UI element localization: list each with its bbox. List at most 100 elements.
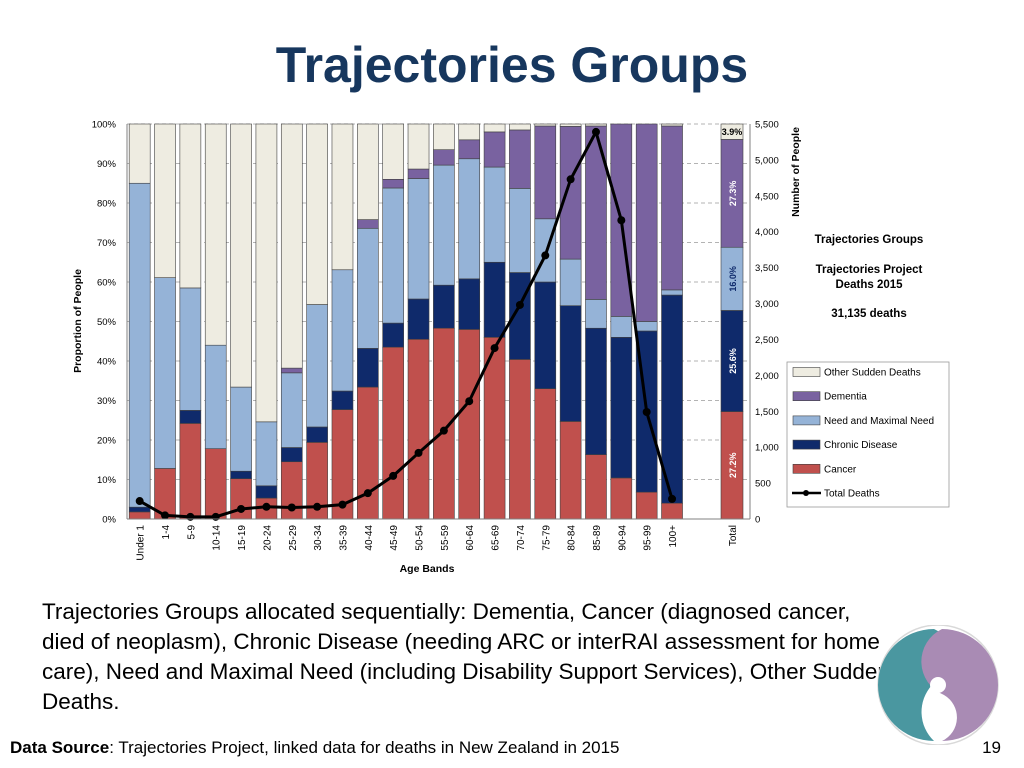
- bar-segment-need: [382, 187, 404, 324]
- bar-segment-need: [179, 287, 202, 411]
- bar-segment-other: [128, 123, 151, 184]
- x-tick-label: 75-79: [541, 525, 552, 551]
- x-tick-label: 95-99: [643, 525, 654, 551]
- bar-segment-chronic: [585, 327, 607, 455]
- stacked-bar-chart: 27.2% 25.6% 16.0% 27.3% 3.9% 0% 10% 20% 30% 40% 5…: [72, 120, 950, 575]
- bar-segment-need: [483, 166, 506, 263]
- x-tick-label: 50-54: [415, 525, 426, 551]
- bar-segment-chronic: [306, 426, 328, 443]
- total-deaths-point: [591, 127, 600, 136]
- bar-segment-chronic: [433, 284, 455, 329]
- bar-segment-cancer: [610, 477, 633, 520]
- bar-segment-other: [585, 123, 607, 127]
- y-right-tick-label: 3,000: [755, 299, 779, 310]
- x-tick-label: 60-64: [465, 525, 476, 551]
- legend-swatch-cancer: [792, 463, 821, 474]
- x-tick-label: 55-59: [440, 525, 451, 551]
- bar-segment-chronic: [357, 348, 379, 388]
- legend-box: [786, 361, 950, 508]
- bar-segment-need: [230, 386, 252, 472]
- x-tick-label: 10-14: [212, 525, 223, 551]
- bar-segment-chronic: [230, 470, 252, 480]
- y-left-tick-label: 70%: [97, 238, 117, 249]
- bar-segment-dementia: [357, 219, 379, 229]
- y-right-tick-label: 5,000: [755, 155, 779, 166]
- legend-swatch-need: [792, 415, 821, 426]
- bar-segment-cancer: [458, 329, 481, 520]
- bar-segment-cancer: [559, 421, 582, 520]
- bar-segment-need: [661, 289, 683, 296]
- ministry-logo: [877, 625, 999, 745]
- data-source-text: : Trajectories Project, linked data for …: [109, 738, 620, 757]
- bar-segment-other: [433, 123, 455, 150]
- total-deaths-point: [161, 511, 170, 520]
- x-tick-label: 90-94: [617, 525, 628, 551]
- total-deaths-line: [138, 127, 674, 519]
- total-bar-label: 25.6%: [728, 348, 738, 374]
- total-deaths-point: [186, 512, 195, 521]
- x-axis-title: Age Bands: [400, 563, 455, 575]
- legend-line-marker: [803, 490, 809, 496]
- x-tick-label: 20-24: [262, 525, 273, 551]
- y-left-tick-label: 10%: [97, 475, 117, 486]
- bar-segment-chronic: [382, 322, 404, 348]
- bar-segment-cancer: [407, 338, 430, 520]
- total-deaths-point: [338, 500, 347, 509]
- logo-purple-swirl: [921, 629, 998, 741]
- total-bar-label: 27.3%: [728, 181, 738, 207]
- legend-label: Chronic Disease: [824, 440, 898, 451]
- bar-segment-chronic: [179, 410, 202, 424]
- y-left-tick-label: 50%: [97, 317, 117, 328]
- total-deaths-point: [439, 426, 448, 435]
- bar-segment-other: [331, 123, 354, 271]
- total-deaths-point: [287, 503, 296, 512]
- bar-segment-chronic: [407, 298, 430, 340]
- y-left-tick-label: 60%: [97, 278, 117, 289]
- bar-segment-cancer: [534, 388, 557, 520]
- bar-segment-dementia: [407, 168, 430, 179]
- y-right-tick-label: 4,000: [755, 227, 779, 238]
- total-deaths-point: [211, 512, 220, 521]
- data-source: Data Source: Trajectories Project, linke…: [10, 738, 620, 758]
- bar-segment-other: [559, 123, 582, 127]
- bar-segment-chronic: [483, 261, 506, 338]
- bar-segment-need: [458, 158, 481, 280]
- bar-segment-chronic: [559, 305, 582, 422]
- y-left-tick-label: 100%: [92, 120, 117, 131]
- bar-segment-cancer: [635, 491, 658, 520]
- total-deaths-point: [566, 175, 575, 184]
- bar-segment-need: [154, 277, 176, 469]
- slide-title: Trajectories Groups: [275, 37, 749, 93]
- x-tick-label: Under 1: [136, 525, 147, 561]
- y-right-tick-label: 0: [755, 515, 760, 526]
- x-tick-label: Total: [728, 525, 739, 546]
- total-deaths-point: [465, 397, 474, 406]
- bar-segment-need: [128, 182, 151, 508]
- bar-segment-other: [280, 123, 303, 369]
- bar-segment-need: [255, 421, 278, 487]
- bar-segment-other: [179, 123, 202, 289]
- x-tick-label: 15-19: [237, 525, 248, 551]
- legend-swatch-dementia: [792, 391, 821, 402]
- bar-segment-chronic: [128, 506, 151, 513]
- y-right-tick-label: 1,000: [755, 443, 779, 454]
- bar-segment-cancer: [204, 448, 227, 520]
- bar-segment-dementia: [483, 131, 506, 168]
- y-right-axis-title: Number of People: [790, 127, 802, 217]
- legend-swatch-chronic: [792, 439, 821, 450]
- bar-segment-cancer: [509, 359, 531, 520]
- data-source-label: Data Source: [10, 738, 110, 757]
- bar-segment-cancer: [382, 346, 404, 520]
- total-deaths-point: [541, 251, 550, 260]
- total-bar-segment-other: [720, 123, 744, 140]
- y-left-tick-label: 20%: [97, 436, 117, 447]
- total-bar-label: 3.9%: [722, 127, 743, 137]
- total-deaths-point: [617, 216, 626, 225]
- total-deaths-point: [389, 471, 398, 480]
- y-right-tick-label: 2,000: [755, 371, 779, 382]
- bar-segment-dementia: [585, 125, 607, 300]
- y-left-tick-label: 80%: [97, 199, 117, 210]
- bar-segment-dementia: [458, 139, 481, 160]
- annotation-project-line1: Trajectories Project: [816, 264, 923, 276]
- bar-segment-other: [230, 123, 252, 388]
